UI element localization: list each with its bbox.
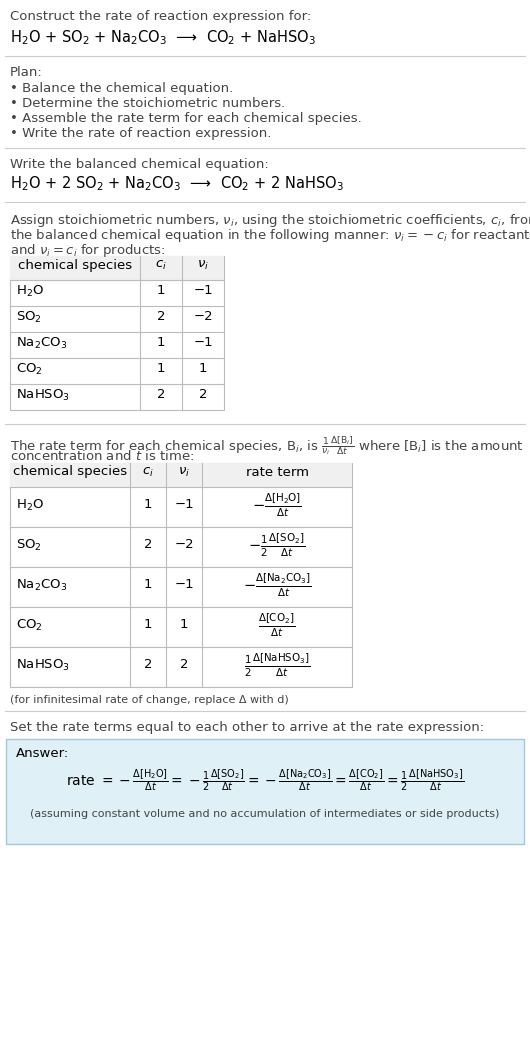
Text: $-\frac{\Delta[\mathrm{Na_2CO_3}]}{\Delta t}$: $-\frac{\Delta[\mathrm{Na_2CO_3}]}{\Delt… [243, 571, 311, 598]
Text: $\nu_i$: $\nu_i$ [178, 465, 190, 479]
Text: $\frac{\Delta[\mathrm{CO_2}]}{\Delta t}$: $\frac{\Delta[\mathrm{CO_2}]}{\Delta t}$ [259, 611, 296, 639]
Text: rate $= -\frac{\Delta[\mathrm{H_2O}]}{\Delta t} = -\frac{1}{2}\frac{\Delta[\math: rate $= -\frac{\Delta[\mathrm{H_2O}]}{\D… [66, 767, 464, 793]
Text: The rate term for each chemical species, B$_i$, is $\frac{1}{\nu_i}\frac{\Delta[: The rate term for each chemical species,… [10, 434, 524, 457]
Text: 2: 2 [157, 311, 165, 323]
Text: 2: 2 [199, 388, 207, 402]
Text: Na$_2$CO$_3$: Na$_2$CO$_3$ [16, 577, 67, 592]
Text: CO$_2$: CO$_2$ [16, 617, 43, 633]
Text: SO$_2$: SO$_2$ [16, 538, 42, 552]
Text: H$_2$O: H$_2$O [16, 283, 44, 298]
Text: $\nu_i$: $\nu_i$ [197, 258, 209, 272]
Text: H$_2$O + SO$_2$ + Na$_2$CO$_3$  ⟶  CO$_2$ + NaHSO$_3$: H$_2$O + SO$_2$ + Na$_2$CO$_3$ ⟶ CO$_2$ … [10, 28, 316, 47]
Text: Na$_2$CO$_3$: Na$_2$CO$_3$ [16, 336, 67, 350]
Text: 1: 1 [199, 363, 207, 376]
Text: Plan:: Plan: [10, 66, 43, 79]
Text: Write the balanced chemical equation:: Write the balanced chemical equation: [10, 158, 269, 170]
Text: H$_2$O + 2 SO$_2$ + Na$_2$CO$_3$  ⟶  CO$_2$ + 2 NaHSO$_3$: H$_2$O + 2 SO$_2$ + Na$_2$CO$_3$ ⟶ CO$_2… [10, 174, 344, 192]
Text: • Assemble the rate term for each chemical species.: • Assemble the rate term for each chemic… [10, 112, 362, 126]
Text: $-\frac{1}{2}\frac{\Delta[\mathrm{SO_2}]}{\Delta t}$: $-\frac{1}{2}\frac{\Delta[\mathrm{SO_2}]… [249, 531, 306, 559]
Text: H$_2$O: H$_2$O [16, 498, 44, 513]
Text: Answer:: Answer: [16, 747, 69, 760]
Text: −2: −2 [193, 311, 213, 323]
Bar [10, 256, 224, 410]
Text: 2: 2 [144, 659, 152, 672]
Bar [10, 463, 352, 487]
Text: −1: −1 [193, 337, 213, 349]
Text: 1: 1 [157, 363, 165, 376]
Text: 1: 1 [157, 337, 165, 349]
Text: −1: −1 [193, 285, 213, 297]
Text: • Write the rate of reaction expression.: • Write the rate of reaction expression. [10, 127, 271, 140]
Text: Assign stoichiometric numbers, $\nu_i$, using the stoichiometric coefficients, $: Assign stoichiometric numbers, $\nu_i$, … [10, 212, 530, 229]
Text: $c_i$: $c_i$ [155, 258, 167, 272]
Bar [6, 740, 524, 844]
Text: NaHSO$_3$: NaHSO$_3$ [16, 658, 70, 673]
Text: 1: 1 [157, 285, 165, 297]
Text: Set the rate terms equal to each other to arrive at the rate expression:: Set the rate terms equal to each other t… [10, 721, 484, 734]
Text: CO$_2$: CO$_2$ [16, 362, 43, 377]
Text: 1: 1 [144, 578, 152, 591]
Text: 2: 2 [144, 539, 152, 551]
Text: (assuming constant volume and no accumulation of intermediates or side products): (assuming constant volume and no accumul… [30, 809, 500, 819]
Bar [10, 256, 224, 280]
Text: 1: 1 [144, 499, 152, 511]
Text: Construct the rate of reaction expression for:: Construct the rate of reaction expressio… [10, 10, 311, 23]
Text: 2: 2 [157, 388, 165, 402]
Text: and $\nu_i = c_i$ for products:: and $\nu_i = c_i$ for products: [10, 242, 165, 259]
Text: 1: 1 [144, 618, 152, 632]
Text: • Balance the chemical equation.: • Balance the chemical equation. [10, 82, 233, 95]
Text: $\frac{1}{2}\frac{\Delta[\mathrm{NaHSO_3}]}{\Delta t}$: $\frac{1}{2}\frac{\Delta[\mathrm{NaHSO_3… [244, 652, 310, 679]
Text: chemical species: chemical species [18, 258, 132, 272]
Text: 1: 1 [180, 618, 188, 632]
Text: rate term: rate term [245, 465, 308, 478]
Text: SO$_2$: SO$_2$ [16, 310, 42, 324]
Bar [10, 463, 352, 687]
Text: (for infinitesimal rate of change, replace Δ with d): (for infinitesimal rate of change, repla… [10, 695, 289, 705]
Text: the balanced chemical equation in the following manner: $\nu_i = -c_i$ for react: the balanced chemical equation in the fo… [10, 227, 530, 244]
Text: −2: −2 [174, 539, 194, 551]
Text: • Determine the stoichiometric numbers.: • Determine the stoichiometric numbers. [10, 97, 285, 110]
Text: chemical species: chemical species [13, 465, 127, 478]
Text: $c_i$: $c_i$ [142, 465, 154, 479]
Text: NaHSO$_3$: NaHSO$_3$ [16, 387, 70, 403]
Text: −1: −1 [174, 499, 194, 511]
Text: concentration and $t$ is time:: concentration and $t$ is time: [10, 449, 194, 463]
Text: 2: 2 [180, 659, 188, 672]
Text: −1: −1 [174, 578, 194, 591]
Text: $-\frac{\Delta[\mathrm{H_2O}]}{\Delta t}$: $-\frac{\Delta[\mathrm{H_2O}]}{\Delta t}… [252, 492, 302, 519]
